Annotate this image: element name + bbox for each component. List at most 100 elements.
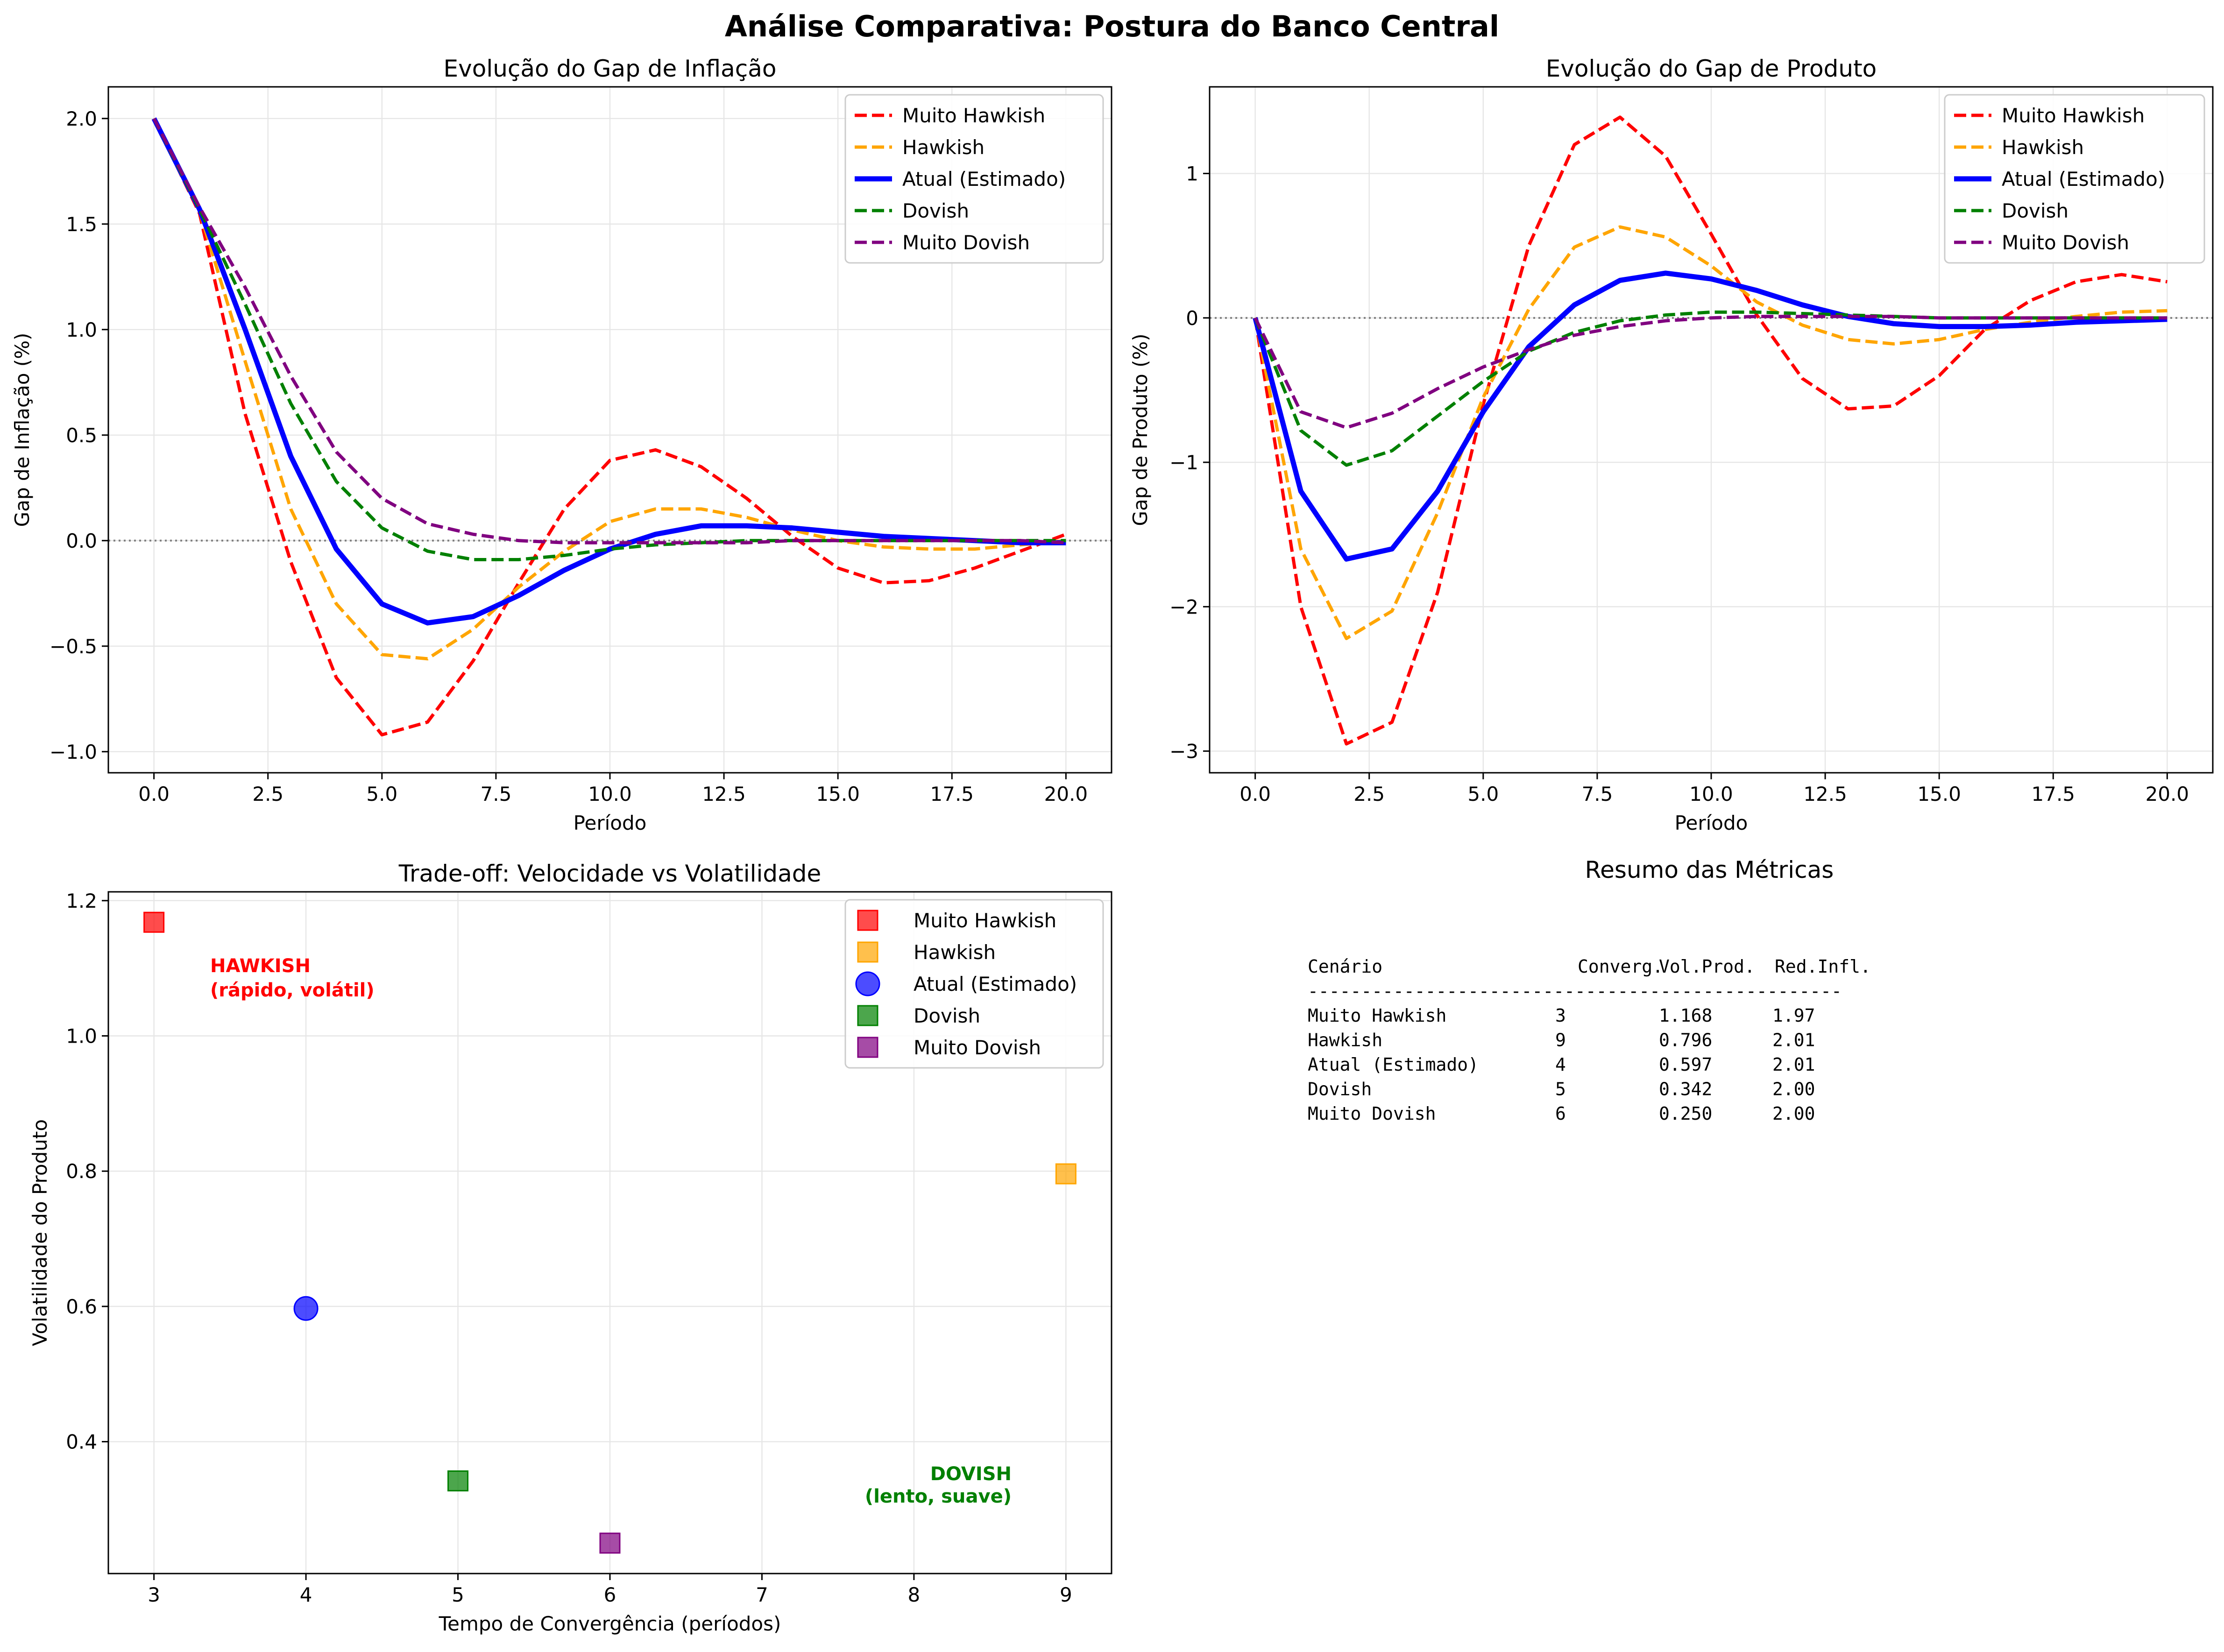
- tradeoff-legend-dovish-swatch: [857, 1005, 878, 1026]
- tradeoff-legend-muito-hawkish-label: Muito Hawkish: [914, 909, 1056, 932]
- output-y-axis-label: Gap de Produto (%): [1129, 333, 1152, 526]
- tradeoff-xtick-label-4: 7: [756, 1583, 768, 1606]
- inflation-xtick-label-7: 17.5: [930, 783, 974, 805]
- output-xtick-label-5: 12.5: [1803, 783, 1847, 805]
- summary-row-0-col-2: 1.168: [1659, 1005, 1712, 1026]
- tradeoff-xtick-label-0: 3: [148, 1583, 160, 1606]
- output-legend-dovish-label: Dovish: [2002, 199, 2068, 222]
- summary-row-3-col-2: 0.342: [1659, 1079, 1712, 1100]
- summary-row-3-col-1: 5: [1555, 1079, 1566, 1100]
- tradeoff-xtick-label-6: 9: [1060, 1583, 1072, 1606]
- summary-row-2-col-3: 2.01: [1772, 1054, 1815, 1075]
- tradeoff-ytick-label-2: 0.8: [66, 1160, 97, 1183]
- tradeoff-ytick-label-3: 1.0: [66, 1025, 97, 1048]
- summary-row-2-col-2: 0.597: [1659, 1054, 1712, 1075]
- inflation-legend-muito-dovish-label: Muito Dovish: [902, 231, 1030, 254]
- tradeoff-legend-hawkish-swatch: [857, 941, 878, 963]
- output-xtick-label-0: 0.0: [1239, 783, 1271, 805]
- inflation-series-hawkish: [152, 118, 1066, 661]
- summary-header-2: Vol.Prod.: [1659, 956, 1755, 977]
- summary-row-1-col-3: 2.01: [1772, 1030, 1815, 1051]
- summary-row-4-col-0: Muito Dovish: [1308, 1103, 1436, 1124]
- output-xtick-label-4: 10.0: [1689, 783, 1733, 805]
- annotation-hawkish-subtitle: (rápido, volátil): [210, 980, 375, 1001]
- output-xtick-label-3: 7.5: [1582, 783, 1613, 805]
- summary-separator: ----------------------------------------…: [1308, 981, 1842, 1002]
- inflation-series-atual: [151, 117, 1066, 626]
- inflation-legend-hawkish-label: Hawkish: [902, 136, 985, 159]
- tradeoff-point-hawkish: [1055, 1163, 1077, 1185]
- inflation-xtick-label-3: 7.5: [481, 783, 512, 805]
- summary-row-2-col-0: Atual (Estimado): [1308, 1054, 1479, 1075]
- inflation-xtick-label-8: 20.0: [1044, 783, 1088, 805]
- output-xtick-label-1: 2.5: [1353, 783, 1385, 805]
- inflation-ytick-label-0: −1.0: [50, 741, 97, 763]
- inflation-legend-atual-label: Atual (Estimado): [902, 168, 1066, 191]
- output-chart-title: Evolução do Gap de Produto: [1546, 55, 1877, 82]
- tradeoff-legend-muito-dovish-swatch: [857, 1037, 878, 1058]
- output-ytick-label-0: −3: [1169, 740, 1198, 763]
- tradeoff-legend-atual-label: Atual (Estimado): [914, 973, 1077, 995]
- summary-row-1-col-1: 9: [1555, 1030, 1566, 1051]
- tradeoff-x-axis-label: Tempo de Convergência (períodos): [439, 1612, 781, 1635]
- inflation-xtick-label-0: 0.0: [138, 783, 170, 805]
- inflation-ytick-label-5: 1.5: [66, 213, 97, 236]
- tradeoff-legend-dovish-label: Dovish: [914, 1004, 980, 1027]
- output-xtick-label-7: 17.5: [2032, 783, 2075, 805]
- inflation-ytick-label-2: 0.0: [66, 529, 97, 552]
- tradeoff-ytick-label-0: 0.4: [66, 1431, 97, 1454]
- summary-header-0: Cenário: [1308, 956, 1382, 977]
- tradeoff-legend: Muito Hawkish Hawkish Atual (Estimado) Dovi…: [844, 899, 1104, 1069]
- annotation-dovish-subtitle: (lento, suave): [865, 1486, 1012, 1507]
- output-series-atual: [1253, 270, 2167, 562]
- output-series-muito-dovish: [1254, 315, 2167, 430]
- summary-header-3: Red.Infl.: [1775, 956, 1871, 977]
- tradeoff-xtick-label-1: 4: [300, 1583, 312, 1606]
- output-legend-muito-hawkish-label: Muito Hawkish: [2002, 104, 2145, 127]
- annotation-hawkish-title: HAWKISH: [210, 955, 311, 977]
- inflation-series-muito-hawkish: [152, 118, 1067, 737]
- output-xtick-label-2: 5.0: [1467, 783, 1499, 805]
- summary-row-3-col-3: 2.00: [1772, 1079, 1815, 1100]
- annotation-dovish-title: DOVISH: [930, 1463, 1012, 1485]
- output-series-muito-hawkish: [1254, 115, 2167, 746]
- summary-row-3-col-0: Dovish: [1308, 1079, 1372, 1100]
- output-legend-box: [1944, 94, 2205, 264]
- inflation-series-muito-dovish: [152, 118, 1066, 544]
- inflation-ytick-label-3: 0.5: [66, 424, 97, 447]
- tradeoff-scatter-chart: HAWKISH (rápido, volátil) DOVISH(lento, su…: [28, 860, 1112, 1635]
- tradeoff-point-muito-hawkish: [143, 911, 165, 933]
- summary-row-4-col-2: 0.250: [1659, 1103, 1712, 1124]
- inflation-xtick-label-4: 10.0: [588, 783, 632, 805]
- inflation-legend-dovish-label: Dovish: [902, 199, 969, 222]
- tradeoff-legend-muito-hawkish-swatch: [857, 910, 878, 931]
- output-x-axis-label: Período: [1675, 812, 1748, 834]
- output-ytick-label-1: −2: [1169, 595, 1198, 618]
- output-ytick-label-4: 1: [1186, 162, 1198, 185]
- summary-title: Resumo das Métricas: [1585, 856, 1834, 883]
- tradeoff-legend-hawkish-label: Hawkish: [914, 941, 996, 964]
- tradeoff-xtick-label-2: 5: [452, 1583, 464, 1606]
- summary-row-1-col-0: Hawkish: [1308, 1030, 1382, 1051]
- output-series-hawkish: [1254, 225, 2167, 640]
- tradeoff-y-axis-label: Volatilidade do Produto: [28, 1119, 51, 1346]
- inflation-gap-chart: 0.0 2.5 5.0 7.5 10.0 12.5 15.0 17.5 20.0 −1.0 −0.5…: [11, 55, 1112, 834]
- output-legend-atual-label: Atual (Estimado): [2002, 168, 2165, 191]
- output-legend: Muito Hawkish Hawkish Atual (Estimado) Dovi…: [1944, 94, 2205, 264]
- summary-row-1-col-2: 0.796: [1659, 1030, 1712, 1051]
- inflation-legend: Muito Hawkish Hawkish Atual (Estimado) Dovi…: [844, 94, 1104, 264]
- summary-row-4-col-1: 6: [1555, 1103, 1566, 1124]
- output-legend-hawkish-label: Hawkish: [2002, 136, 2084, 159]
- tradeoff-legend-atual-swatch: [855, 971, 880, 996]
- tradeoff-point-dovish: [447, 1470, 469, 1492]
- tradeoff-point-atual: [293, 1296, 319, 1321]
- tradeoff-point-muito-dovish: [599, 1532, 621, 1554]
- summary-row-0-col-3: 1.97: [1772, 1005, 1815, 1026]
- inflation-xtick-label-6: 15.0: [816, 783, 860, 805]
- output-xtick-label-6: 15.0: [1917, 783, 1961, 805]
- inflation-ytick-label-6: 2.0: [66, 107, 97, 130]
- summary-header-1: Converg.: [1578, 956, 1663, 977]
- summary-metrics-panel: Resumo das Métricas Cenário Converg.Vol.P…: [1308, 856, 1871, 1124]
- inflation-y-axis-label: Gap de Inflação (%): [11, 333, 34, 527]
